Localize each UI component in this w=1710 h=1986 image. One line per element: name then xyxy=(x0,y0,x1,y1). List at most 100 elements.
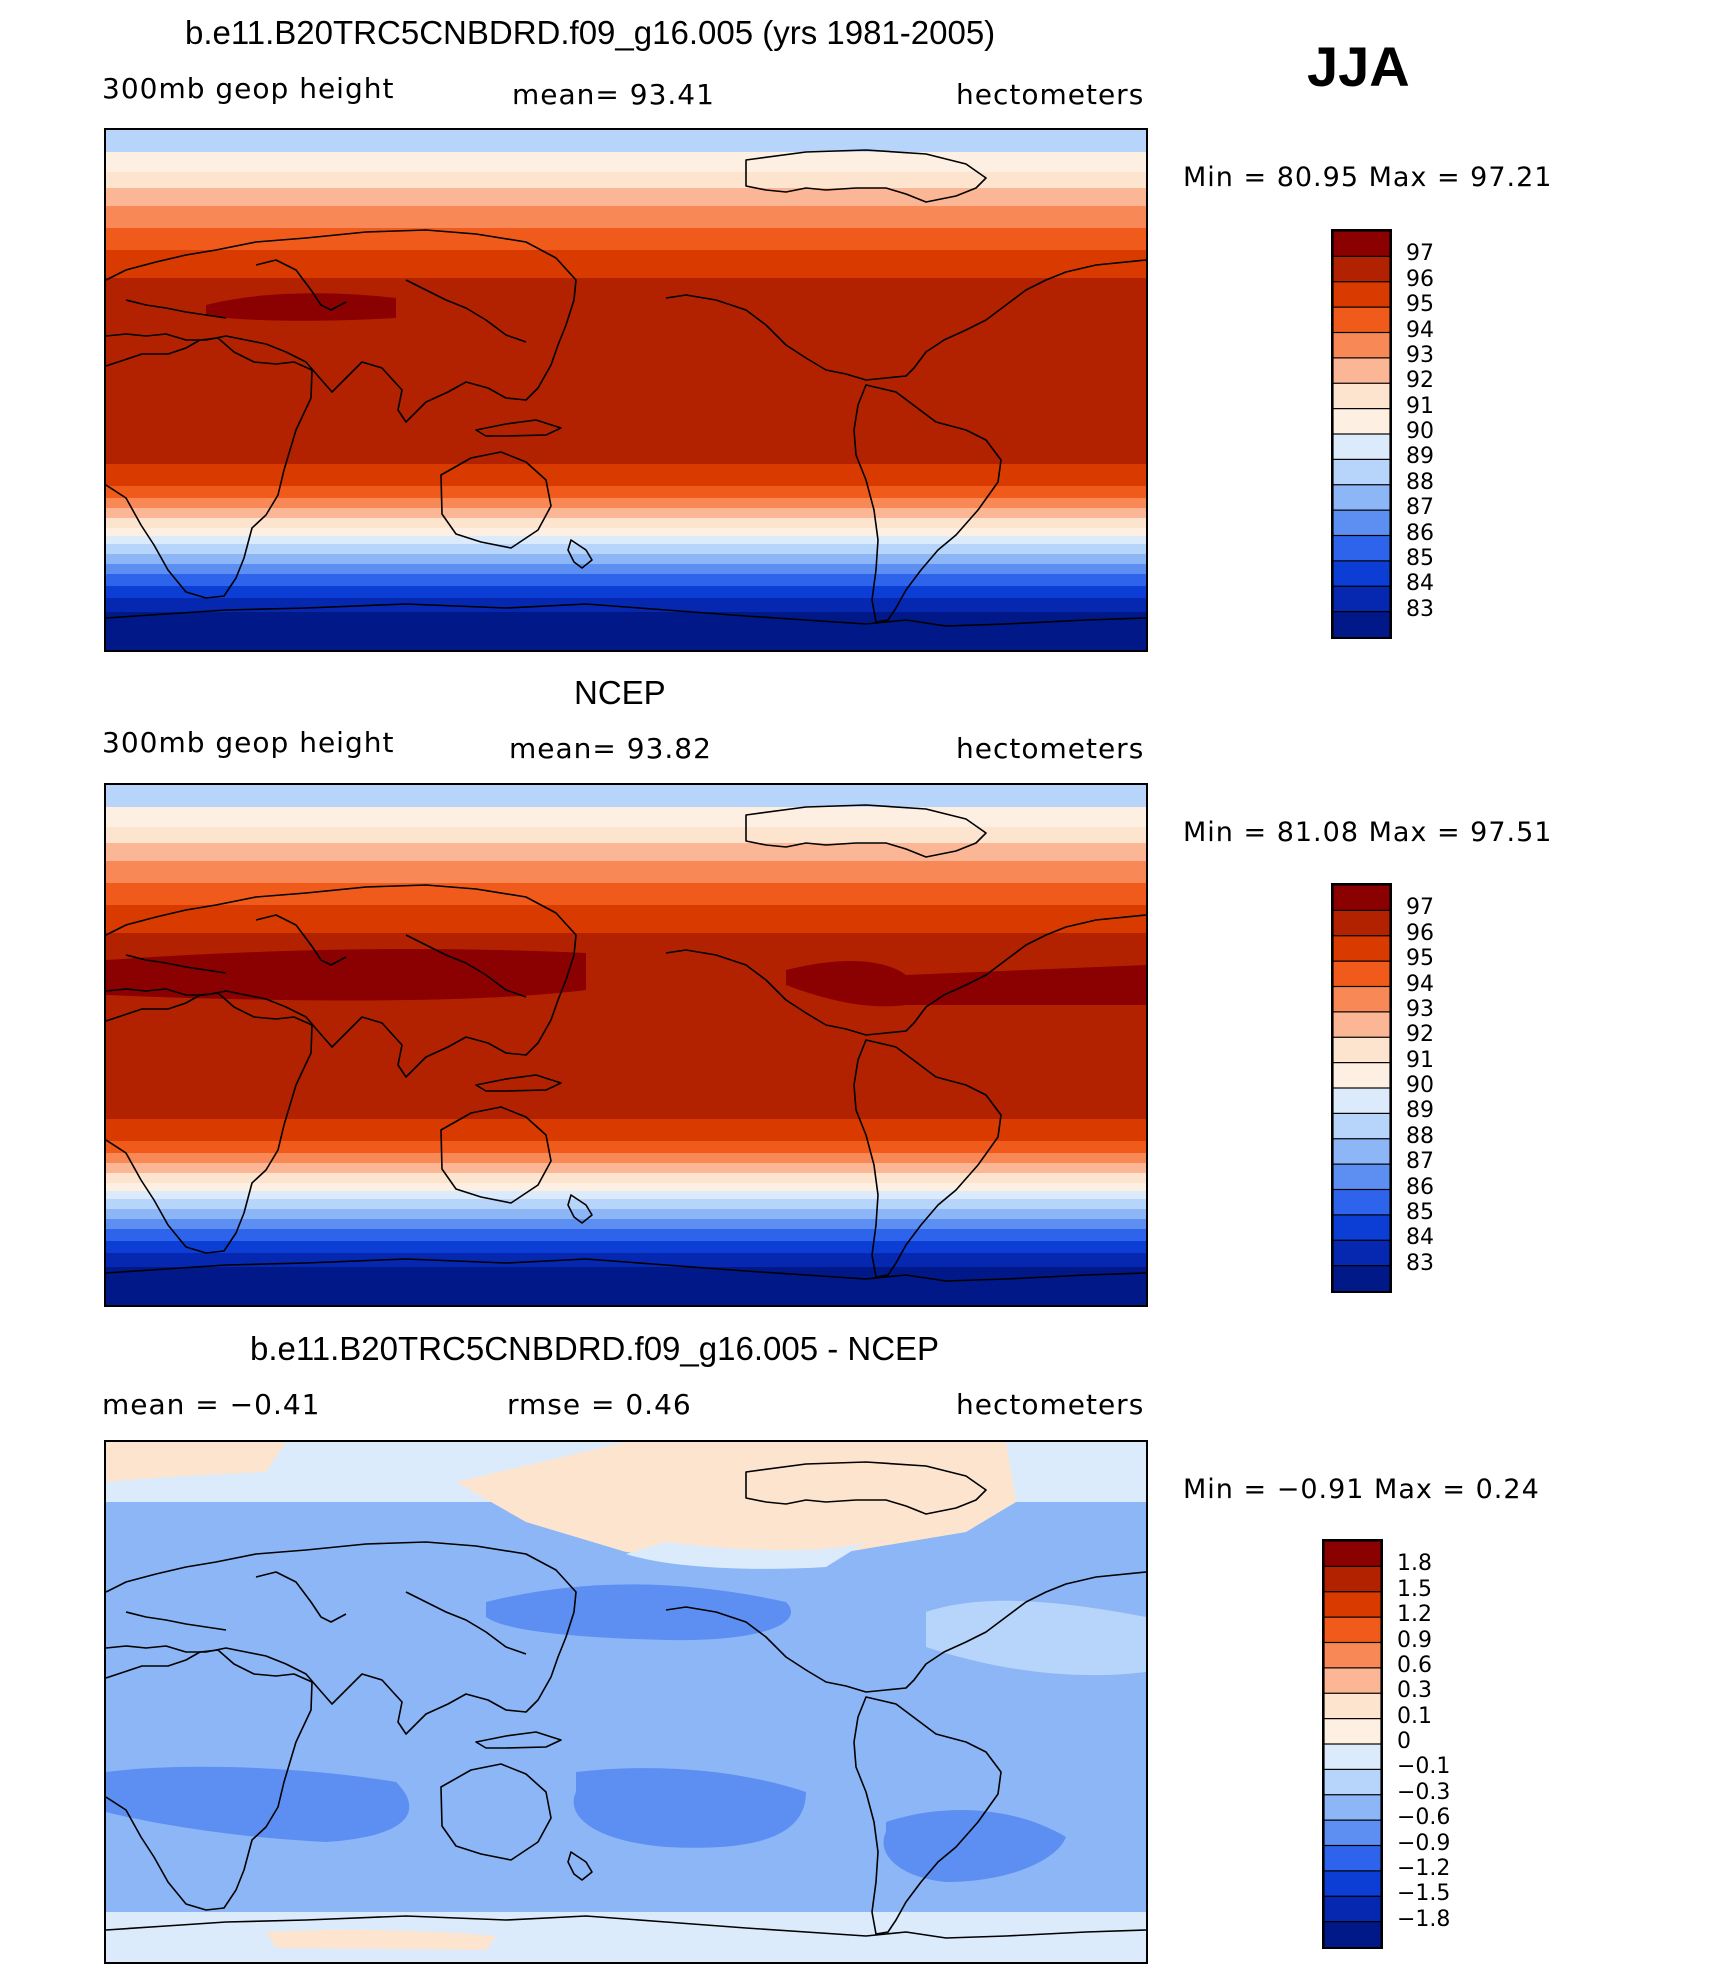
colorbar-tick-label: 93 xyxy=(1406,996,1434,1022)
panel1-colorbar-swatch xyxy=(1333,331,1390,360)
panel1-colorbar-swatch xyxy=(1333,433,1390,461)
contour-band xyxy=(926,1600,1146,1676)
contour-band xyxy=(486,1584,791,1641)
panel1-colorbar-swatch xyxy=(1333,255,1390,283)
contour-band xyxy=(106,544,1146,555)
contour-band xyxy=(136,1543,406,1610)
colorbar-tick-label: 94 xyxy=(1406,971,1434,997)
colorbar-tick-label: −1.2 xyxy=(1397,1855,1451,1881)
coastline-path xyxy=(440,1106,552,1204)
colorbar-tick-label: 92 xyxy=(1406,368,1434,394)
panel1-colorbar-swatch xyxy=(1333,281,1390,309)
colorbar-tick-label: 0.6 xyxy=(1397,1652,1432,1678)
coastline-path xyxy=(405,934,527,998)
coastline-path xyxy=(106,1541,577,1735)
panel3-colorbar-swatch xyxy=(1324,1541,1381,1568)
coastline-path xyxy=(475,419,562,437)
colorbar-tick-label: 88 xyxy=(1406,1123,1434,1149)
coastline-path xyxy=(106,229,577,423)
panel1-colorbar-swatch xyxy=(1333,306,1390,334)
panel1-colorbar-swatch xyxy=(1333,408,1390,436)
contour-band xyxy=(106,949,586,1001)
colorbar-tick-label: −0.9 xyxy=(1397,1830,1451,1856)
panel1-colorbar-swatch xyxy=(1333,560,1390,588)
coastline-path xyxy=(567,1194,593,1224)
colorbar-tick-label: 83 xyxy=(1406,1250,1434,1276)
contour-band xyxy=(106,464,1146,487)
colorbar-tick-label: −1.8 xyxy=(1397,1906,1451,1932)
colorbar-tick-label: 97 xyxy=(1406,241,1434,267)
contour-band xyxy=(106,518,1146,529)
colorbar-tick-label: −0.3 xyxy=(1397,1779,1451,1805)
panel1-units-label: hectometers xyxy=(956,78,1145,111)
contour-band xyxy=(106,1173,1146,1184)
coastline-path xyxy=(106,603,1146,627)
panel2-colorbar-swatch xyxy=(1333,1036,1390,1064)
coastline-path xyxy=(745,804,987,858)
panel3-units-label: hectometers xyxy=(956,1388,1145,1421)
contour-band xyxy=(106,228,1146,251)
panel1-variable-label: 300mb geop height xyxy=(102,72,395,105)
panel3-colorbar-swatch xyxy=(1324,1819,1381,1847)
colorbar-tick-label: 1.2 xyxy=(1397,1602,1432,1628)
coastline-path xyxy=(106,992,313,1254)
colorbar-tick-label: 94 xyxy=(1406,317,1434,343)
contour-band xyxy=(106,1442,286,1482)
coastline-path xyxy=(125,954,227,974)
colorbar-tick-label: 86 xyxy=(1406,520,1434,546)
panel2-colorbar-swatch xyxy=(1333,1214,1390,1242)
panel3-colorbar-swatch xyxy=(1324,1870,1381,1898)
season-label: JJA xyxy=(1307,35,1410,98)
coastline-path xyxy=(853,1696,1002,1935)
colorbar-tick-label: 96 xyxy=(1406,920,1434,946)
contour-band xyxy=(106,1219,1146,1230)
panel3-colorbar-swatch xyxy=(1324,1895,1381,1923)
panel1-colorbar-swatch xyxy=(1333,458,1390,486)
panel3-colorbar-swatch xyxy=(1324,1844,1381,1873)
panel1-colorbar-swatch xyxy=(1333,357,1390,385)
coastline-path xyxy=(125,299,227,319)
colorbar-tick-label: −1.5 xyxy=(1397,1881,1451,1907)
panel1-colorbar-swatch xyxy=(1333,509,1390,537)
contour-band xyxy=(106,554,1146,565)
coastline-path xyxy=(125,1611,227,1631)
contour-band xyxy=(106,843,1146,862)
contour-band xyxy=(106,1191,1146,1200)
colorbar-tick-label: 93 xyxy=(1406,342,1434,368)
colorbar-tick-label: 1.5 xyxy=(1397,1576,1432,1602)
panel3-mean-label: mean = −0.41 xyxy=(102,1388,321,1421)
panel1-colorbar xyxy=(1331,229,1392,639)
panel1-colorbar-swatch xyxy=(1333,585,1390,613)
contour-band xyxy=(786,960,1146,1007)
panel3-colorbar-swatch xyxy=(1324,1743,1381,1771)
contour-band xyxy=(106,586,1146,599)
panel1-colorbar-swatch xyxy=(1333,231,1390,258)
panel3-colorbar-swatch xyxy=(1324,1794,1381,1822)
panel2-colorbar-swatch xyxy=(1333,1011,1390,1039)
colorbar-tick-label: 84 xyxy=(1406,571,1434,597)
panel3-colorbar-swatch xyxy=(1324,1616,1381,1644)
coastline-path xyxy=(853,1039,1002,1278)
panel1-title: b.e11.B20TRC5CNBDRD.f09_g16.005 (yrs 198… xyxy=(185,14,996,51)
coastline-path xyxy=(745,1461,987,1515)
coastline-path xyxy=(475,1074,562,1092)
panel2-colorbar-swatch xyxy=(1333,885,1390,912)
panel3-colorbar-swatch xyxy=(1324,1692,1381,1720)
colorbar-tick-label: 84 xyxy=(1406,1225,1434,1251)
panel1-mean-label: mean= 93.41 xyxy=(512,78,715,111)
coastline-path xyxy=(106,337,313,599)
colorbar-tick-label: 87 xyxy=(1406,495,1434,521)
colorbar-tick-label: 91 xyxy=(1406,1047,1434,1073)
panel1-colorbar-swatch xyxy=(1333,382,1390,410)
panel1-map xyxy=(104,128,1148,652)
panel3-colorbar-swatch xyxy=(1324,1921,1381,1947)
colorbar-tick-label: 95 xyxy=(1406,946,1434,972)
panel3-rmse-label: rmse = 0.46 xyxy=(507,1388,692,1421)
coastline-path xyxy=(106,1915,1146,1939)
contour-band xyxy=(626,1542,866,1569)
coastline-path xyxy=(106,1649,313,1911)
coastline-path xyxy=(106,884,577,1078)
contour-band xyxy=(106,188,1146,207)
colorbar-tick-label: 95 xyxy=(1406,292,1434,318)
panel1-colorbar-swatch xyxy=(1333,611,1390,637)
